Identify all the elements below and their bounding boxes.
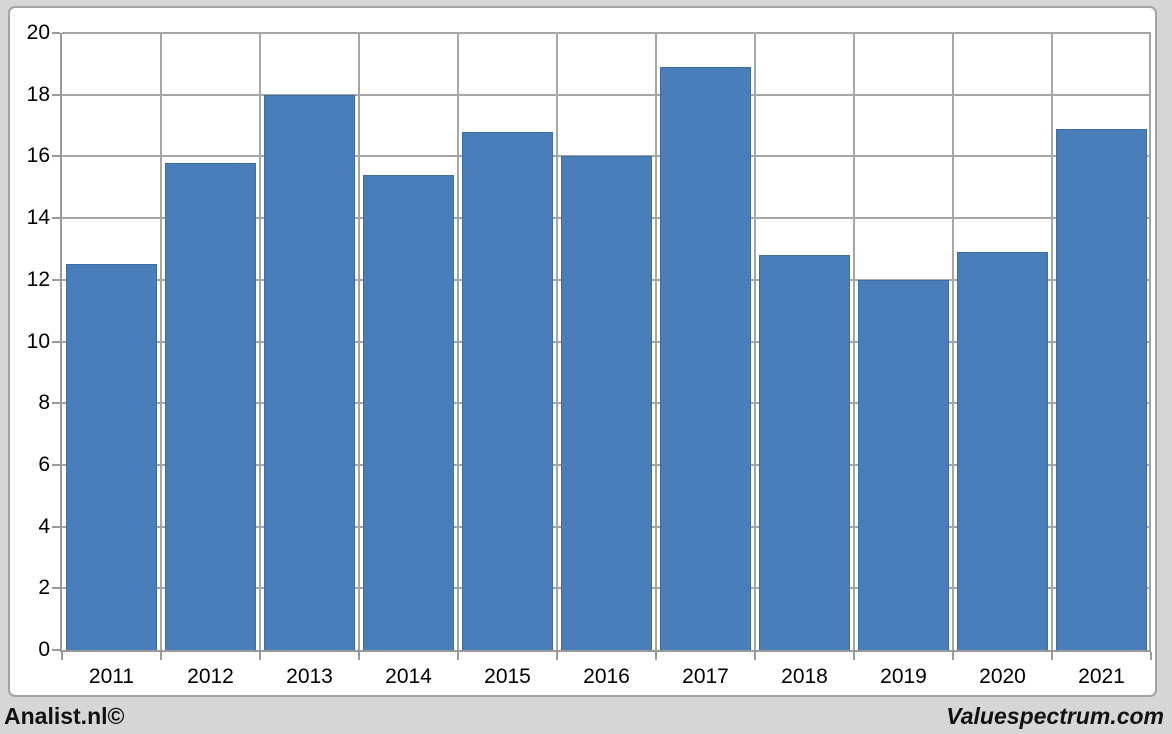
bar-2012 [165,162,256,650]
brand-valuespectrum: Valuespectrum.com [946,703,1164,729]
x-tick [754,652,756,660]
x-axis-label: 2021 [1078,665,1125,688]
v-gridline [457,33,459,650]
bar-2019 [858,279,949,650]
v-gridline [160,33,162,650]
y-axis-label: 8 [38,391,50,415]
v-gridline [853,33,855,650]
v-gridline [754,33,756,650]
x-axis-label: 2013 [286,665,333,688]
v-gridline [259,33,261,650]
bar-2020 [957,252,1048,650]
y-axis-label: 2 [38,576,50,600]
y-axis-label: 4 [38,514,50,538]
x-axis-label: 2017 [682,665,729,688]
bar-2017 [660,66,751,650]
y-axis-label: 12 [26,267,50,291]
bar-2016 [561,156,652,650]
brand-analist: Analist.nl© [4,703,125,729]
bar-2021 [1056,128,1147,650]
x-tick [853,652,855,660]
x-axis-label: 2012 [187,665,234,688]
x-tick [952,652,954,660]
y-tick [52,155,60,158]
x-axis-label: 2020 [979,665,1026,688]
bar-2013 [264,94,355,650]
x-tick [259,652,261,660]
bar-2018 [759,255,850,650]
h-gridline [62,32,1151,34]
y-tick [52,525,60,528]
y-axis-label: 0 [38,638,50,661]
y-tick [52,402,60,405]
v-gridline [358,33,360,650]
y-tick [52,649,60,651]
x-tick [61,652,63,660]
v-gridline [555,33,558,650]
plot-area [60,32,1151,652]
y-axis-label: 10 [26,329,50,353]
x-tick [556,652,558,660]
x-tick [1150,652,1152,660]
x-axis-label: 2018 [781,665,828,688]
y-axis-label: 6 [38,452,50,476]
v-gridline [1149,33,1151,650]
x-tick [160,652,162,660]
x-axis-label: 2019 [880,665,927,688]
y-axis-label: 16 [26,144,50,168]
x-axis-label: 2011 [88,665,135,688]
y-axis-label: 20 [26,21,50,44]
y-tick [52,93,60,96]
y-tick [52,587,60,590]
x-tick [457,652,459,660]
v-gridline [655,33,657,650]
chart-frame: 0 2 4 6 8 10 12 14 16 18 20 2011 2012 2013 2014 2015 201… [8,6,1157,697]
bar-2011 [66,264,157,650]
v-gridline [1050,33,1053,650]
y-tick [52,278,60,281]
y-axis-label: 18 [26,82,50,106]
bar-2015 [462,131,553,650]
x-tick [655,652,657,660]
x-axis-label: 2016 [583,665,630,688]
h-gridline [62,93,1151,96]
y-tick [52,340,60,343]
h-gridline [62,155,1151,158]
x-tick [1051,652,1053,660]
y-axis-label: 14 [26,206,50,230]
x-tick [358,652,360,660]
x-axis-label: 2015 [484,665,531,688]
y-tick [52,463,60,466]
footer: Analist.nl© Valuespectrum.com [0,699,1172,734]
v-gridline [952,33,954,650]
bar-2014 [363,174,454,650]
x-axis-label: 2014 [385,665,432,688]
y-tick [52,217,60,220]
y-tick [52,32,60,34]
